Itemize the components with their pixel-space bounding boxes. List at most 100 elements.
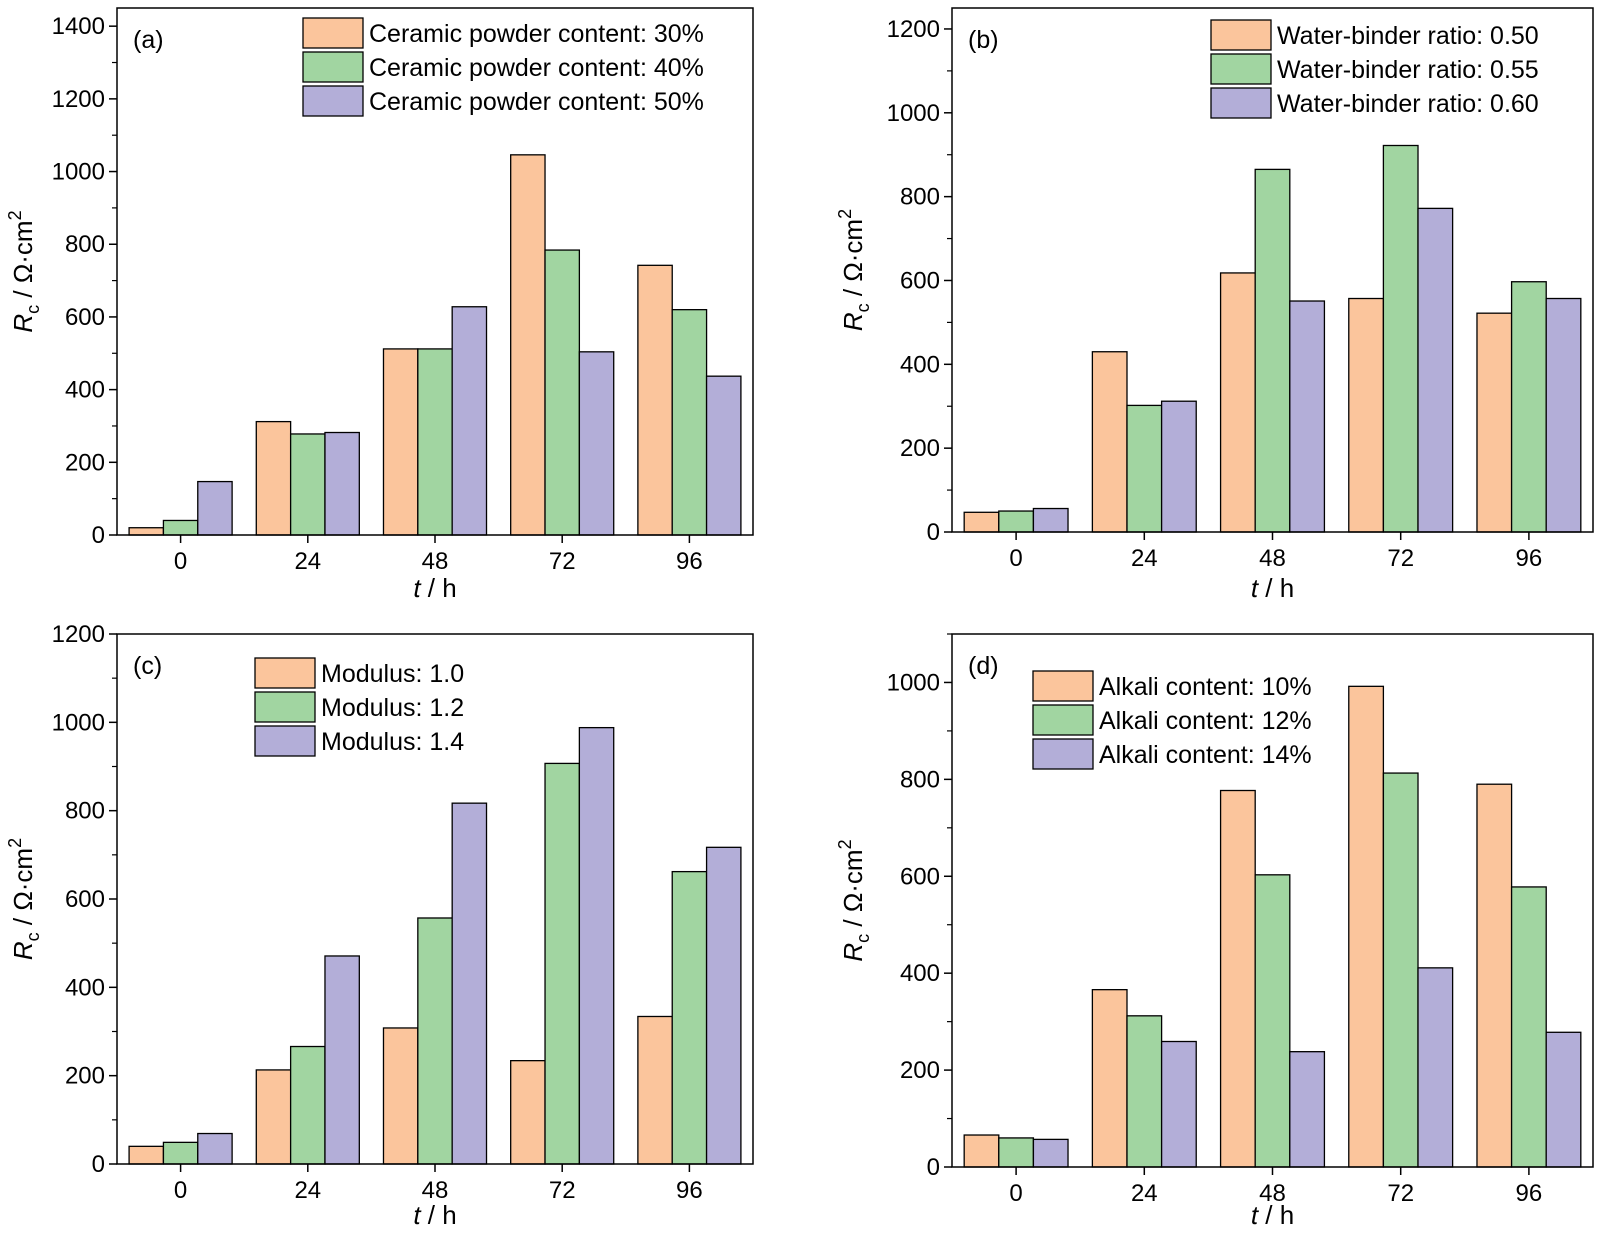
- bar-1-s2-c2: [289, 433, 326, 536]
- y-tick-label-1-6: 1000: [52, 159, 105, 186]
- y-tick-label-3-5: 800: [65, 798, 105, 825]
- bar-3-s3-c2: [324, 955, 360, 1165]
- bar-4-s1-c2: [1091, 989, 1128, 1168]
- bar-3-s2-c1: [162, 1141, 199, 1165]
- bar-2-s2-c3: [1254, 168, 1291, 533]
- y-tick-label-1-8: 1400: [52, 13, 105, 40]
- bar-3-s2-c4: [544, 762, 581, 1165]
- bar-3-s1-c2: [255, 1069, 292, 1165]
- plot-frame-2: [951, 7, 1594, 533]
- y-tick-label-1-5: 800: [65, 231, 105, 258]
- x-tick-label-4-4: 72: [1387, 1180, 1414, 1207]
- bar-2-s2-c5: [1510, 281, 1547, 533]
- legend-label-2-3: Water-binder ratio: 0.60: [1277, 90, 1539, 118]
- bar-1-s1-c2: [255, 420, 292, 536]
- bar-4-s3-c3: [1289, 1051, 1326, 1168]
- legend-swatch-4-1: [1032, 670, 1094, 702]
- bar-3-s1-c5: [637, 1015, 673, 1165]
- x-tick-label-1-1: 0: [174, 548, 187, 575]
- x-axis-title-1: t / h: [413, 573, 456, 603]
- x-tick-label-3-3: 48: [422, 1177, 449, 1204]
- x-tick-label-2-4: 72: [1387, 545, 1414, 572]
- y-tick-label-3-6: 1000: [52, 709, 105, 736]
- bar-4-s1-c3: [1219, 789, 1256, 1168]
- x-tick-label-2-3: 48: [1259, 545, 1286, 572]
- x-tick-label-2-2: 24: [1131, 545, 1158, 572]
- bar-4-s2-c5: [1510, 886, 1547, 1168]
- plot-frame-3: [116, 633, 754, 1165]
- bar-1-s2-c4: [544, 249, 581, 536]
- bar-1-s1-c4: [510, 154, 546, 536]
- legend-label-2-2: Water-binder ratio: 0.55: [1277, 56, 1539, 84]
- x-tick-label-3-1: 0: [174, 1177, 187, 1204]
- bar-2-s1-c5: [1476, 312, 1513, 533]
- x-tick-label-2-1: 0: [1009, 545, 1022, 572]
- bar-4-s1-c4: [1348, 685, 1385, 1168]
- x-tick-label-2-5: 96: [1516, 545, 1543, 572]
- legend-label-1-2: Ceramic powder content: 40%: [369, 54, 704, 82]
- bar-2-s1-c4: [1348, 297, 1385, 533]
- x-tick-label-4-2: 24: [1131, 1180, 1158, 1207]
- bar-2-s3-c5: [1545, 297, 1582, 533]
- bar-4-s3-c5: [1545, 1031, 1582, 1168]
- y-tick-label-2-4: 600: [900, 267, 940, 294]
- x-tick-label-3-2: 24: [294, 1177, 321, 1204]
- legend-swatch-4-2: [1032, 704, 1094, 736]
- y-tick-label-1-7: 1200: [52, 86, 105, 113]
- legend-label-1-3: Ceramic powder content: 50%: [369, 88, 704, 116]
- legend-label-4-1: Alkali content: 10%: [1099, 673, 1312, 701]
- chart-panel-1: 0 24 48 72 96 0 200 400 600 800 1000 1200 1400 (a) t /…: [5, 7, 754, 603]
- bar-1-s1-c3: [382, 348, 419, 536]
- bar-3-s3-c1: [197, 1132, 233, 1165]
- y-tick-label-2-7: 1200: [887, 16, 940, 43]
- bar-1-s2-c5: [671, 309, 708, 536]
- bar-3-s1-c4: [510, 1060, 546, 1165]
- legend-swatch-3-3: [254, 725, 316, 757]
- bar-1-s3-c2: [324, 431, 360, 536]
- legend-label-2-1: Water-binder ratio: 0.50: [1277, 22, 1539, 50]
- bar-4-s2-c1: [998, 1137, 1035, 1168]
- x-tick-label-1-3: 48: [422, 548, 449, 575]
- legend-label-3-1: Modulus: 1.0: [321, 660, 464, 688]
- x-axis-title-3: t / h: [413, 1200, 456, 1230]
- bar-2-s3-c4: [1417, 207, 1454, 533]
- x-tick-label-4-3: 48: [1259, 1180, 1286, 1207]
- y-tick-label-3-3: 400: [65, 974, 105, 1001]
- legend-swatch-1-3: [302, 85, 364, 117]
- legend-swatch-2-1: [1210, 19, 1272, 51]
- bar-3-s2-c2: [289, 1045, 326, 1165]
- bar-4-s3-c1: [1032, 1138, 1069, 1168]
- y-tick-label-3-7: 1200: [52, 621, 105, 648]
- y-tick-label-1-1: 0: [92, 522, 105, 549]
- legend-swatch-1-2: [302, 51, 364, 83]
- panel-label-2: (b): [968, 26, 999, 54]
- y-tick-label-1-2: 200: [65, 449, 105, 476]
- y-tick-label-3-1: 0: [92, 1151, 105, 1178]
- bar-4-s2-c2: [1126, 1015, 1163, 1168]
- bar-1-s2-c3: [417, 348, 453, 536]
- y-tick-label-1-3: 400: [65, 377, 105, 404]
- plot-frame-4: [951, 633, 1594, 1168]
- y-tick-label-2-2: 200: [900, 435, 940, 462]
- bar-3-s3-c4: [578, 726, 615, 1165]
- legend-swatch-3-1: [254, 657, 316, 689]
- x-tick-label-1-5: 96: [676, 548, 703, 575]
- x-tick-label-1-4: 72: [549, 548, 576, 575]
- y-axis-title-2: Rc / Ω·cm2: [835, 209, 873, 331]
- bar-2-s3-c1: [1032, 507, 1069, 533]
- bar-2-s1-c1: [963, 511, 1000, 533]
- x-tick-label-3-4: 72: [549, 1177, 576, 1204]
- y-tick-label-4-2: 200: [900, 1057, 940, 1084]
- legend-swatch-2-2: [1210, 53, 1272, 85]
- bar-3-s3-c5: [705, 846, 742, 1165]
- y-tick-label-3-2: 200: [65, 1063, 105, 1090]
- legend-label-4-3: Alkali content: 14%: [1099, 741, 1312, 769]
- y-tick-label-4-6: 1000: [887, 669, 940, 696]
- x-axis-title-2: t / h: [1251, 573, 1294, 603]
- y-tick-label-4-1: 0: [927, 1154, 940, 1181]
- bar-2-s2-c1: [998, 510, 1035, 533]
- y-tick-label-4-4: 600: [900, 863, 940, 890]
- chart-panel-4: 0 24 48 72 96 0 200 400 600 800 1000 (d) t / h Rc / Ω…: [835, 633, 1594, 1230]
